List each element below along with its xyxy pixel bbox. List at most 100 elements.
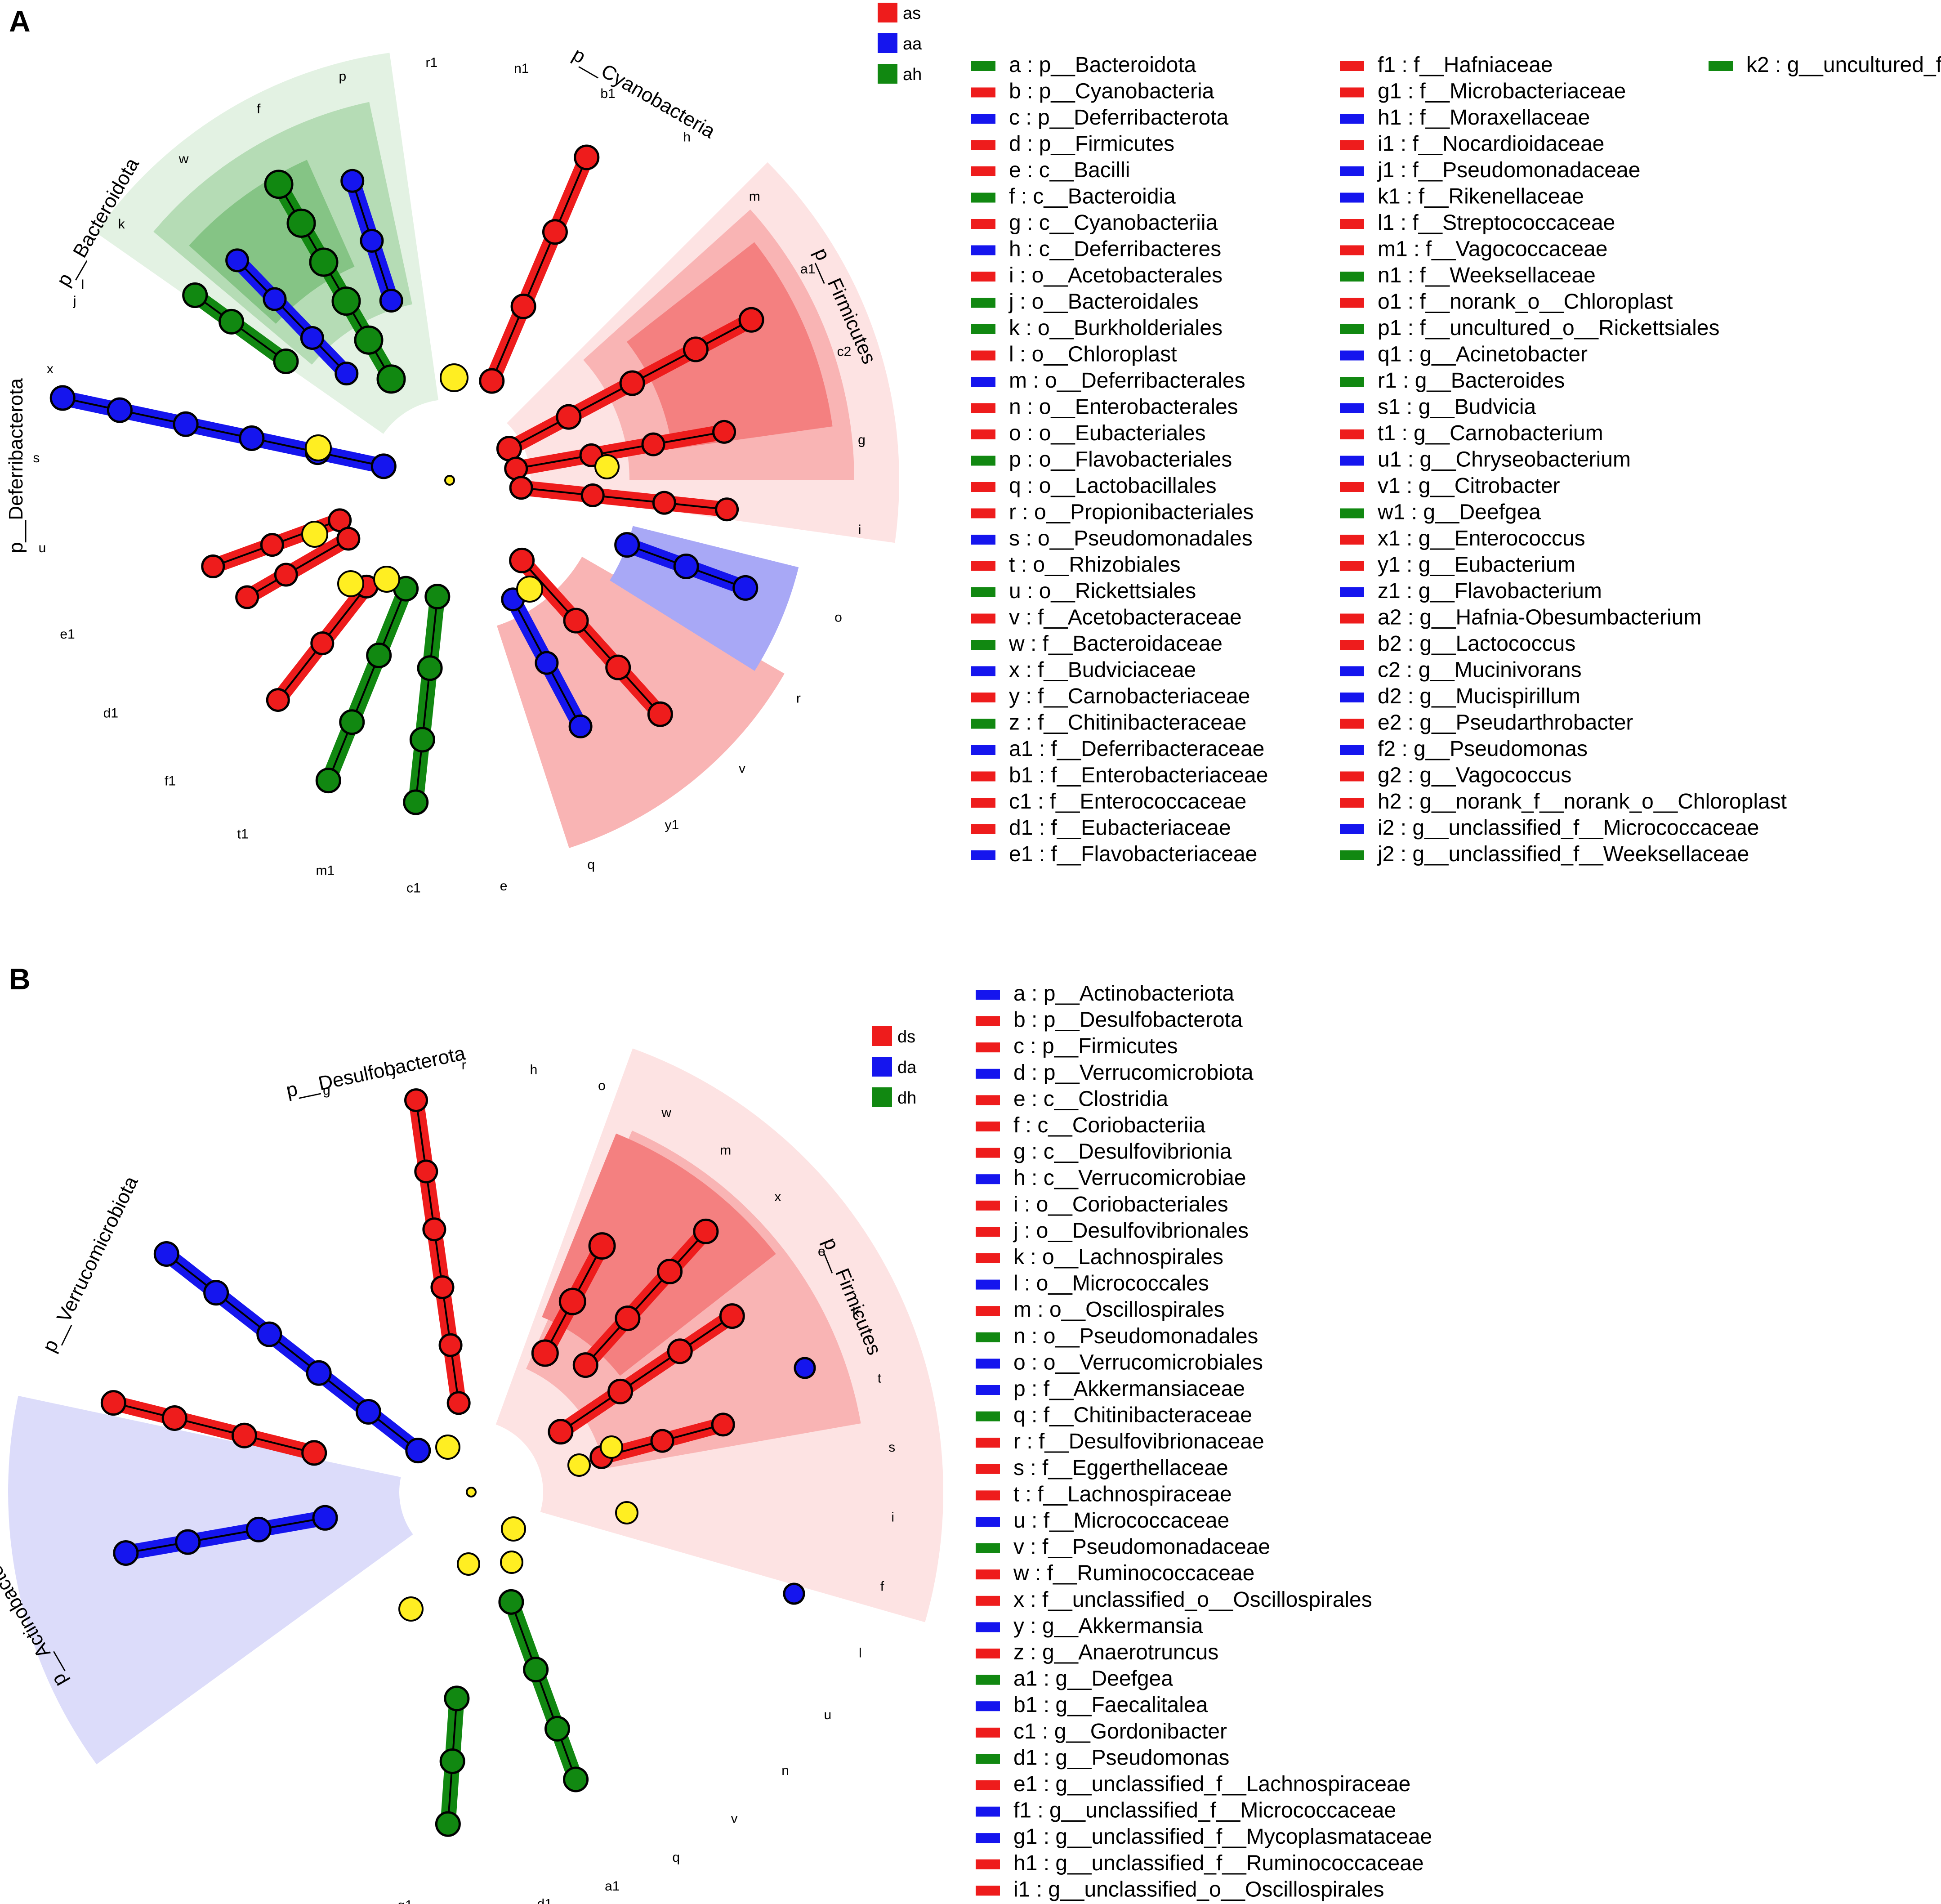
clade-node — [542, 219, 568, 245]
clade-node — [641, 432, 665, 456]
clade-letter: i — [858, 523, 861, 537]
clade-node — [107, 397, 133, 423]
taxon-entry: g : c__Cyanobacteriia — [1009, 211, 1218, 235]
taxon-entry: o1 : f__norank_o__Chloroplast — [1378, 290, 1673, 314]
group-legend-label: da — [897, 1058, 917, 1077]
clade-node — [100, 1390, 126, 1416]
taxon-entry: m : o__Deferribacterales — [1009, 369, 1245, 393]
internal-node — [373, 566, 400, 593]
clade-letter: e — [818, 1244, 825, 1259]
clade-node — [509, 547, 535, 573]
taxon-entry: w1 : g__Deefgea — [1377, 501, 1541, 524]
clade-node — [286, 208, 316, 238]
internal-node — [516, 576, 543, 603]
taxon-color-swatch — [1340, 219, 1364, 229]
taxon-color-swatch — [976, 1701, 1000, 1712]
taxon-entry: g : c__Desulfovibrionia — [1013, 1140, 1232, 1164]
clade-node — [263, 287, 287, 311]
taxon-entry: i1 : g__unclassified_o__Oscillospirales — [1013, 1877, 1384, 1901]
clade-node — [711, 1412, 735, 1437]
clade-branch-line — [415, 596, 438, 803]
taxon-color-swatch — [1340, 745, 1364, 755]
taxon-color-swatch — [976, 1200, 1000, 1211]
taxon-color-swatch — [1340, 482, 1364, 492]
taxon-entry: h : c__Verrucomicrobiae — [1013, 1166, 1246, 1190]
internal-node — [301, 521, 328, 548]
clade-letter: p — [339, 69, 347, 84]
taxon-entry: s : f__Eggerthellaceae — [1013, 1456, 1228, 1480]
taxon-entry: p1 : f__uncultured_o__Rickettsiales — [1378, 316, 1719, 340]
taxon-entry: i : o__Coriobacteriales — [1013, 1193, 1228, 1216]
clade-node — [339, 709, 365, 735]
clade-letter: j — [73, 294, 76, 308]
taxon-color-swatch — [976, 1754, 1000, 1764]
clade-letter: g — [323, 1083, 330, 1098]
clade-letter: r1 — [426, 55, 438, 70]
clade-node — [340, 169, 365, 193]
clade-node — [409, 727, 435, 753]
clade-node — [310, 631, 335, 655]
clade-letter: n — [781, 1763, 789, 1778]
taxon-entry: l1 : f__Streptococcaceae — [1378, 211, 1615, 235]
taxon-entry: v : f__Pseudomonadaceae — [1013, 1535, 1270, 1559]
taxon-color-swatch — [1340, 166, 1364, 176]
clade-branch-line — [516, 431, 724, 469]
group-legend-swatch — [872, 1057, 892, 1077]
taxon-color-swatch — [971, 456, 995, 466]
panel-a: Ap__Bacteroidotap__Cyanobacteriap__Firmi… — [5, 3, 1941, 895]
taxon-entry: i1 : f__Nocardioidaceae — [1378, 132, 1604, 156]
taxon-entry: s : o__Pseudomonadales — [1009, 527, 1253, 550]
taxon-color-swatch — [971, 613, 995, 624]
clade-branch-line — [521, 560, 661, 715]
clade-letter: k — [118, 217, 125, 232]
clade-node — [175, 1529, 201, 1555]
taxon-color-swatch — [1340, 719, 1364, 729]
clade-node — [231, 1422, 257, 1448]
clade-node — [794, 1357, 816, 1379]
clade-node — [113, 1540, 139, 1566]
taxon-color-swatch — [1340, 245, 1364, 255]
clade-node — [403, 789, 429, 815]
taxon-color-swatch — [971, 824, 995, 834]
group-legend-label: ah — [903, 65, 922, 84]
internal-node — [501, 1516, 526, 1542]
taxon-entry: f1 : g__unclassified_f__Micrococcaceae — [1013, 1799, 1396, 1823]
internal-node — [305, 434, 332, 461]
clade-letter: e1 — [60, 627, 75, 642]
clade-node — [239, 425, 265, 451]
taxon-color-swatch — [976, 1253, 1000, 1263]
taxon-entry: d1 : g__Pseudomonas — [1013, 1746, 1229, 1770]
clade-branch-line — [236, 259, 348, 375]
clade-letter: f1 — [165, 773, 176, 788]
taxon-color-swatch — [1340, 666, 1364, 676]
taxon-entry: m : o__Oscillospirales — [1013, 1298, 1225, 1322]
clade-letter: n1 — [514, 61, 529, 76]
taxon-entry: d : p__Verrucomicrobiota — [1013, 1061, 1254, 1085]
taxon-color-swatch — [976, 1279, 1000, 1290]
taxon-entry: l : o__Micrococcales — [1013, 1272, 1209, 1296]
clade-letter: g — [858, 433, 866, 447]
clade-letter: x — [47, 362, 54, 376]
clade-node — [563, 608, 589, 634]
clade-node — [435, 1811, 461, 1837]
clade-node — [544, 1716, 571, 1742]
clade-node — [572, 1352, 598, 1378]
clade-letter: e — [500, 879, 508, 894]
clade-node — [366, 642, 392, 668]
taxon-entry: k1 : f__Rikenellaceae — [1378, 185, 1584, 209]
phylum-label: p__Desulfobacterota — [284, 1042, 468, 1101]
clade-node — [574, 144, 600, 170]
taxon-entry: t : o__Rhizobiales — [1009, 553, 1181, 577]
taxon-color-swatch — [971, 771, 995, 782]
group-legend-label: dh — [897, 1089, 916, 1108]
clade-letter: u — [39, 541, 46, 555]
taxon-entry: q : f__Chitinibacteraceae — [1013, 1403, 1252, 1427]
group-legend-swatch — [878, 64, 897, 84]
clade-node — [161, 1405, 187, 1431]
clade-node — [424, 584, 451, 610]
taxon-entry: f1 : f__Hafniaceae — [1378, 53, 1553, 77]
clade-letter: r — [796, 691, 801, 706]
taxon-color-swatch — [976, 1675, 1000, 1685]
clade-node — [422, 1217, 446, 1242]
